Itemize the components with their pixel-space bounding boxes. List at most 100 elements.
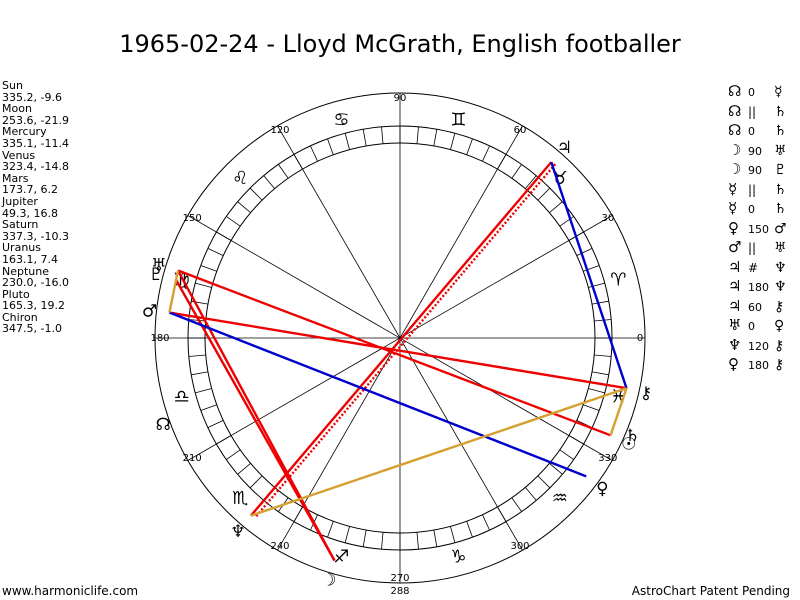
degree-tick <box>591 300 609 305</box>
degree-tick <box>583 265 600 272</box>
aspect-line <box>253 163 557 519</box>
degree-tick <box>466 521 473 538</box>
aspect-type: 60 <box>748 300 762 314</box>
degree-tick <box>433 129 438 147</box>
aspect-planet-1-glyph: ♅ <box>728 316 742 334</box>
degree-tick <box>537 475 551 489</box>
degree-tick <box>591 371 609 376</box>
degree-labels: 0 30 60 90 120 150 180 210 240 270 300 330 288 <box>150 93 643 597</box>
degree-label: 60 <box>514 125 527 136</box>
degree-tick <box>188 354 206 357</box>
degree-label: 120 <box>270 125 289 136</box>
degree-tick <box>195 388 212 394</box>
degree-tick <box>310 145 318 162</box>
planet-name-saturn: Saturn <box>2 218 39 232</box>
aspect-row: ♆ 120 ⚷ <box>728 336 792 356</box>
planet-coords-neptune: 230.0, -16.0 <box>2 276 69 290</box>
aspect-planet-2-glyph: ♆ <box>774 279 787 295</box>
planet-name-venus: Venus <box>2 148 36 162</box>
degree-tick <box>525 175 537 189</box>
aspect-planet-2-glyph: ☿ <box>774 84 783 100</box>
aspect-planet-1-glyph: ☊ <box>728 82 742 100</box>
planet-coords-chiron: 347.5, -1.0 <box>2 322 62 336</box>
degree-label: 150 <box>183 213 202 224</box>
aspect-row: ♂ || ♅ <box>728 238 792 258</box>
leo-sign-icon: ♌ <box>232 168 248 189</box>
degree-tick <box>362 529 367 547</box>
degree-tick <box>576 248 593 256</box>
aspect-planet-1-glyph: ♆ <box>728 335 742 354</box>
degree-tick <box>450 526 456 543</box>
aspect-type: 0 <box>748 125 755 138</box>
degree-label: 0 <box>637 333 643 344</box>
uranus-icon: ♅ <box>151 256 166 276</box>
chart-title: 1965-02-24 - Lloyd McGrath, English foot… <box>119 30 681 58</box>
aspect-line <box>168 270 180 313</box>
degree-tick <box>381 532 384 550</box>
aspect-planet-2-glyph: ♄ <box>774 201 787 217</box>
aspect-type: 150 <box>748 222 769 236</box>
libra-sign-icon: ♎ <box>174 386 190 407</box>
aspect-row: ♃ 60 ⚷ <box>728 297 792 317</box>
planet-coords-venus: 323.4, -14.8 <box>2 160 69 174</box>
aspect-type: 0 <box>748 86 755 99</box>
aspect-row: ♃ # ♆ <box>728 258 792 278</box>
planet-name-neptune: Neptune <box>2 264 50 278</box>
aspect-row: ☽ 90 ♇ <box>728 160 792 180</box>
degree-tick <box>344 133 350 150</box>
aspect-planet-2-glyph: ♅ <box>774 240 787 256</box>
aspect-type: 90 <box>748 164 762 177</box>
degree-label: 210 <box>183 453 202 464</box>
planet-name-sun: Sun <box>2 79 23 92</box>
degree-tick <box>226 449 241 460</box>
degree-tick <box>249 187 263 201</box>
planet-coords-saturn: 337.3, -10.3 <box>2 229 69 243</box>
degree-tick <box>249 475 263 489</box>
mars-icon: ♂ <box>142 301 157 321</box>
aspect-line <box>249 161 553 517</box>
aspect-planet-2-glyph: ♄ <box>774 103 787 120</box>
aspect-type: 0 <box>748 320 755 333</box>
degree-tick <box>200 265 217 272</box>
aspect-type: 120 <box>748 339 769 353</box>
degree-label: 90 <box>394 93 407 104</box>
aspect-planet-1-glyph: ♃ <box>728 277 742 295</box>
aspect-planet-1-glyph: ☿ <box>728 179 738 198</box>
degree-tick <box>195 282 212 288</box>
planet-name-jupiter: Jupiter <box>2 194 38 208</box>
planet-coords-sun: 335.2, -9.6 <box>2 90 62 104</box>
aspect-line <box>169 311 627 390</box>
aspect-row: ♀ 180 ⚷ <box>728 355 792 375</box>
degree-tick <box>362 129 367 147</box>
planet-name-uranus: Uranus <box>2 241 41 255</box>
scorpio-sign-icon: ♏ <box>232 488 248 509</box>
degree-tick <box>188 319 206 322</box>
degree-tick <box>549 463 563 475</box>
website-link[interactable]: www.harmoniclife.com <box>2 584 139 598</box>
degree-label: 180 <box>150 333 169 344</box>
degree-tick <box>416 532 419 550</box>
degree-label: 240 <box>270 541 289 552</box>
aspect-type: 0 <box>748 203 755 216</box>
degree-tick <box>381 126 384 144</box>
degree-label: 270 <box>390 573 409 584</box>
planet-name-moon: Moon <box>2 102 32 116</box>
aspect-planet-2-glyph: ♄ <box>774 123 787 139</box>
planet-name-pluto: Pluto <box>2 287 30 301</box>
sign-spoke <box>187 215 613 461</box>
degree-tick <box>344 526 350 543</box>
aspect-line <box>250 387 627 517</box>
degree-tick <box>482 514 490 531</box>
degree-label: 30 <box>601 213 614 224</box>
planet-name-mars: Mars <box>2 171 29 185</box>
aspect-type: 180 <box>748 359 769 372</box>
planet-name-mercury: Mercury <box>2 125 47 139</box>
degree-tick <box>525 487 537 501</box>
degree-tick <box>594 354 612 357</box>
aspect-planet-1-glyph: ♃ <box>728 296 742 315</box>
aspect-planet-2-glyph: ♇ <box>774 162 787 178</box>
planet-coords-uranus: 163.1, 7.4 <box>2 252 58 266</box>
aspect-row: ♀ 150 ♂ <box>728 219 792 239</box>
planet-coords-pluto: 165.3, 19.2 <box>2 299 65 313</box>
aspect-row: ☽ 90 ♅ <box>728 141 792 161</box>
